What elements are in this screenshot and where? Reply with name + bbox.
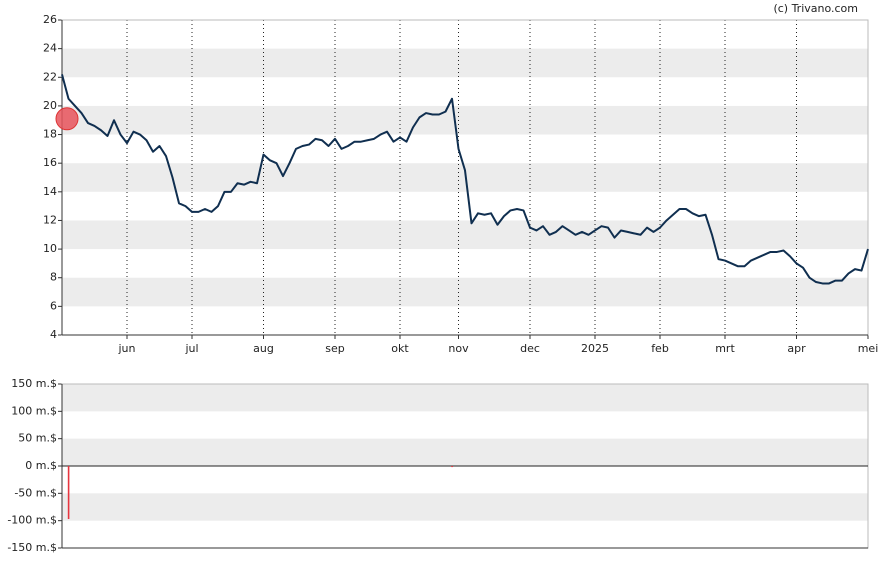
y-tick-label: 10 (43, 242, 57, 255)
y-tick-label: 24 (43, 42, 57, 55)
y-tick-label: 8 (50, 271, 57, 284)
y-tick-label: 6 (50, 299, 57, 312)
x-tick-label: nov (448, 342, 469, 355)
bar (67, 466, 70, 520)
x-tick-label: okt (391, 342, 409, 355)
x-tick-label: jul (184, 342, 198, 355)
grid-band (62, 493, 868, 521)
x-tick-label: mei (858, 342, 879, 355)
grid-band (62, 438, 868, 466)
x-tick-label: mrt (715, 342, 735, 355)
y-tick-label: -150 m.$ (7, 541, 57, 554)
bar (451, 466, 453, 468)
y-tick-label: 12 (43, 213, 57, 226)
y-tick-label: 16 (43, 156, 57, 169)
y-tick-label: 0 m.$ (25, 459, 57, 472)
x-tick-label: sep (325, 342, 344, 355)
grid-band (62, 105, 868, 135)
y-tick-label: -50 m.$ (14, 486, 57, 499)
grid-band (62, 384, 868, 412)
y-tick-label: 150 m.$ (11, 377, 57, 390)
grid-band (62, 277, 868, 307)
x-tick-label: aug (253, 342, 274, 355)
y-tick-label: 20 (43, 99, 57, 112)
x-tick-label: feb (651, 342, 669, 355)
y-tick-label: 18 (43, 128, 57, 141)
x-tick-label: apr (787, 342, 806, 355)
y-tick-label: 50 m.$ (18, 432, 57, 445)
y-tick-label: 14 (43, 185, 57, 198)
signal-marker (55, 107, 79, 131)
x-tick-label: 2025 (581, 342, 609, 355)
y-tick-label: 26 (43, 13, 57, 26)
grid-band (62, 48, 868, 78)
y-tick-label: 100 m.$ (11, 404, 57, 417)
x-tick-label: jun (118, 342, 136, 355)
price-line (61, 74, 869, 285)
y-tick-label: -100 m.$ (7, 514, 57, 527)
grid-band (62, 220, 868, 250)
y-tick-label: 22 (43, 70, 57, 83)
credit: (c) Trivano.com (773, 2, 858, 15)
x-tick-label: dec (520, 342, 540, 355)
y-tick-label: 4 (50, 328, 57, 341)
